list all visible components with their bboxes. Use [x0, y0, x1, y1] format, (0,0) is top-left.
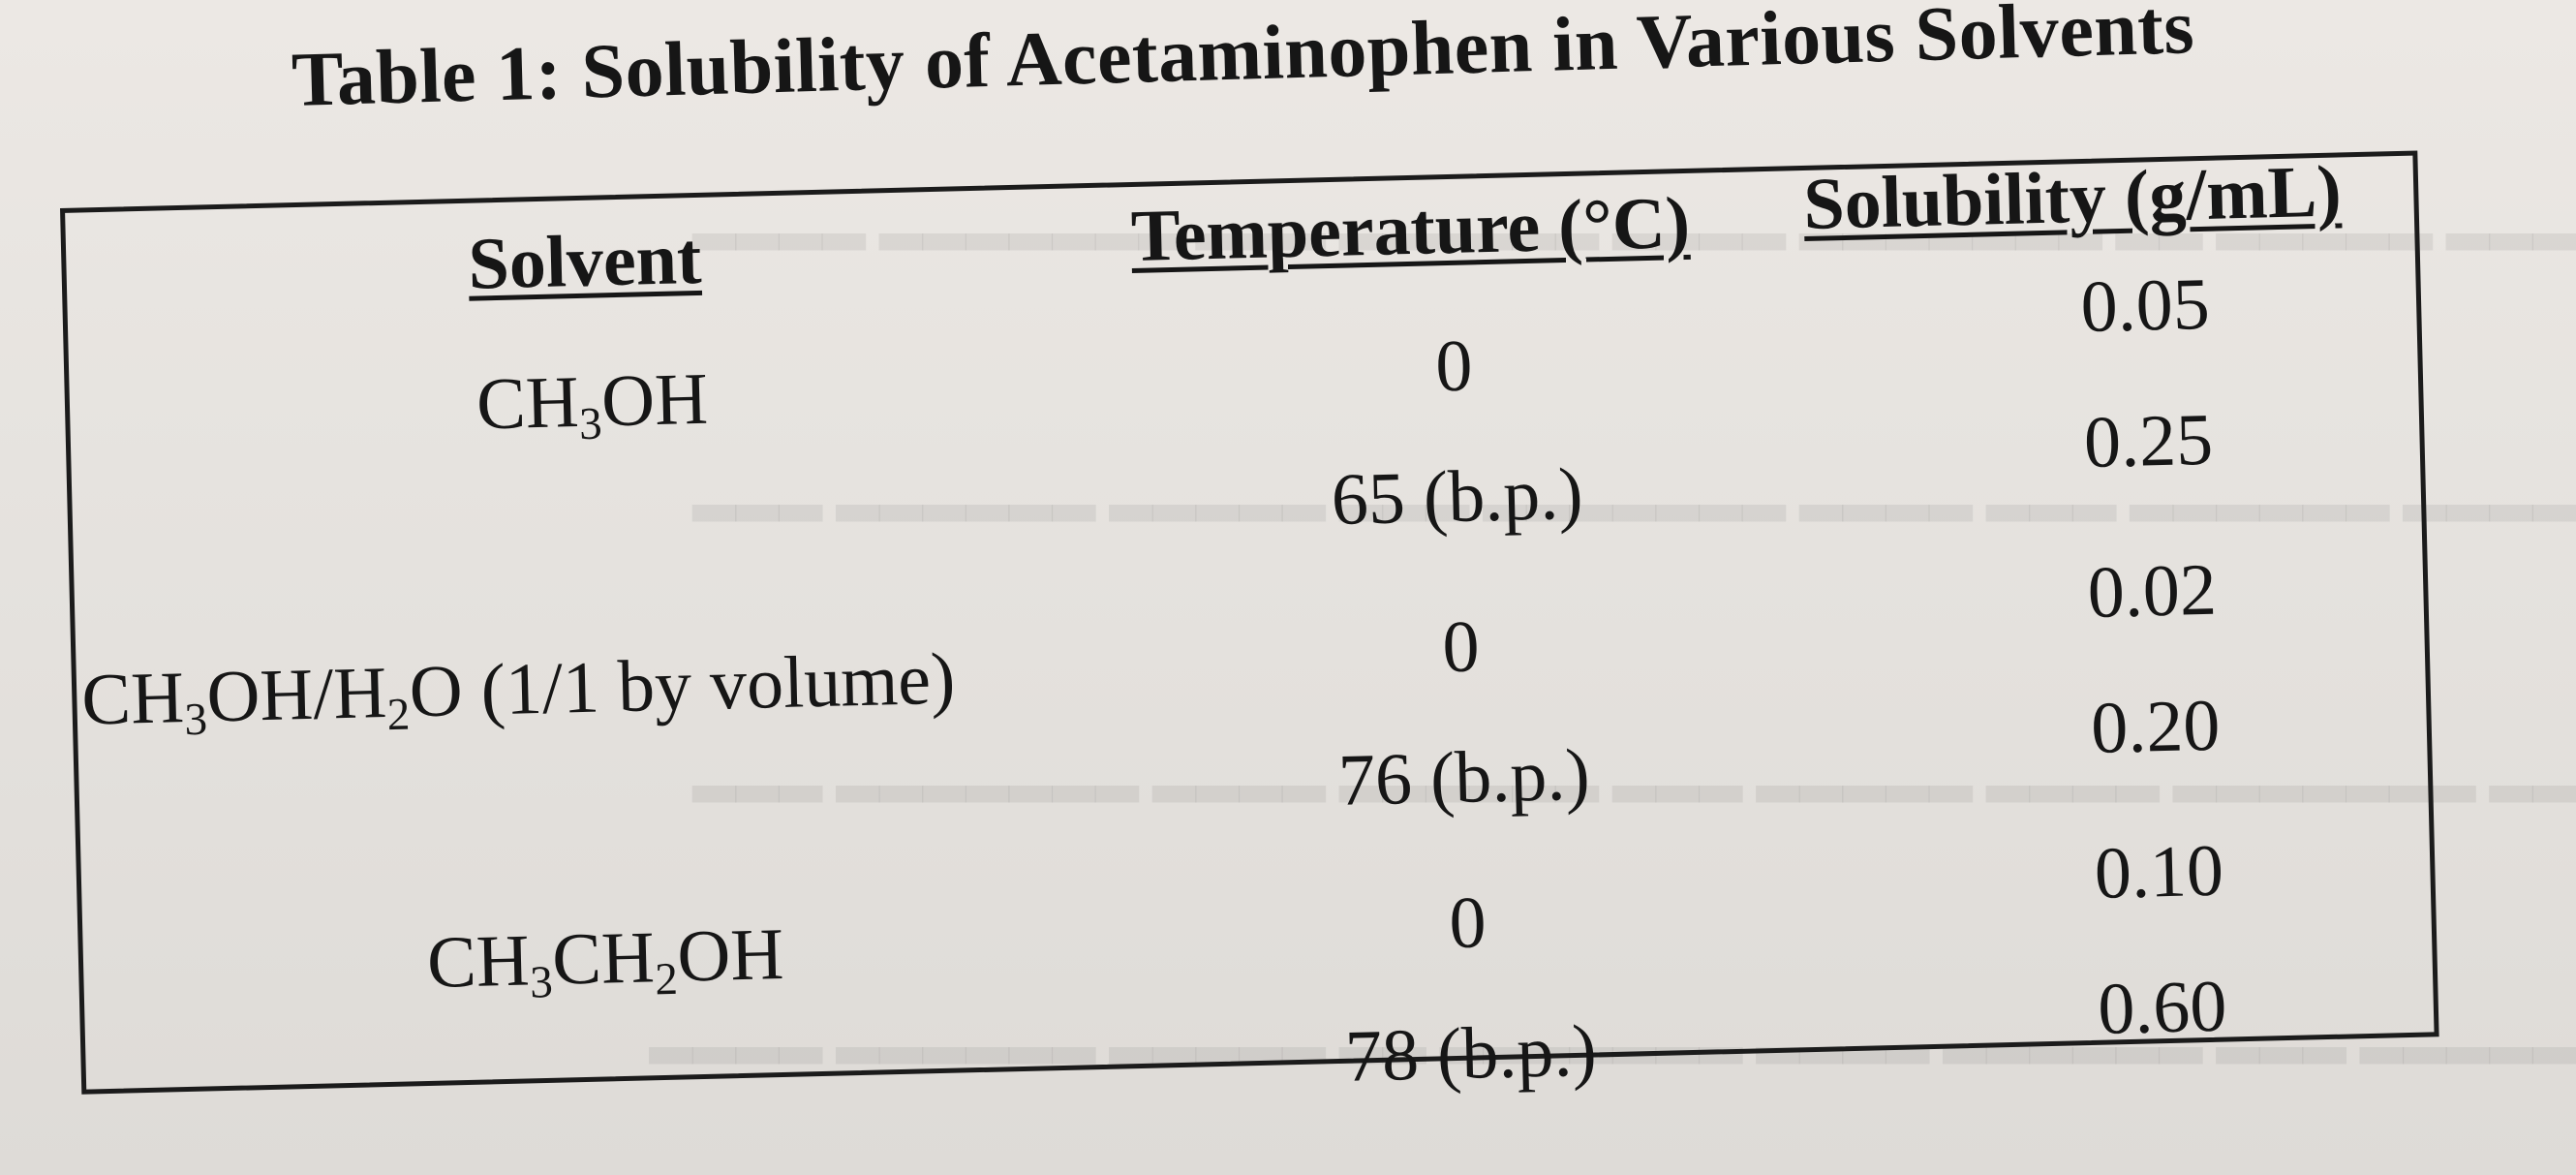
solubility-table: Solvent Temperature (°C) Solubility (g/m… — [60, 150, 2439, 1098]
solubility-cell: 0.20 — [2090, 684, 2222, 769]
solvent-methanol-water: CH3OH/H2O (1/1 by volume) — [80, 637, 957, 746]
solubility-cell: 0.10 — [2093, 829, 2224, 914]
solvent-methanol: CH3OH — [475, 357, 709, 450]
temperature-cell: 78 (b.p.) — [1343, 1009, 1598, 1098]
header-solvent: Solvent — [467, 217, 703, 305]
header-solubility: Solubility (g/mL) — [1802, 150, 2343, 245]
solubility-cell: 0.02 — [2086, 548, 2218, 634]
solubility-cell: 0.25 — [2083, 398, 2215, 483]
solvent-ethanol: CH3CH2OH — [426, 912, 785, 1008]
solubility-cell: 0.60 — [2097, 965, 2228, 1050]
temperature-cell: 0 — [1441, 605, 1481, 689]
header-temperature: Temperature (°C) — [1130, 181, 1691, 277]
solubility-cell: 0.05 — [2079, 263, 2211, 349]
temperature-cell: 65 (b.p.) — [1330, 452, 1584, 541]
temperature-cell: 0 — [1434, 325, 1474, 408]
temperature-cell: 0 — [1448, 881, 1487, 965]
temperature-cell: 76 (b.p.) — [1336, 733, 1591, 821]
table-title: Table 1: Solubility of Acetaminophen in … — [291, 0, 2196, 123]
